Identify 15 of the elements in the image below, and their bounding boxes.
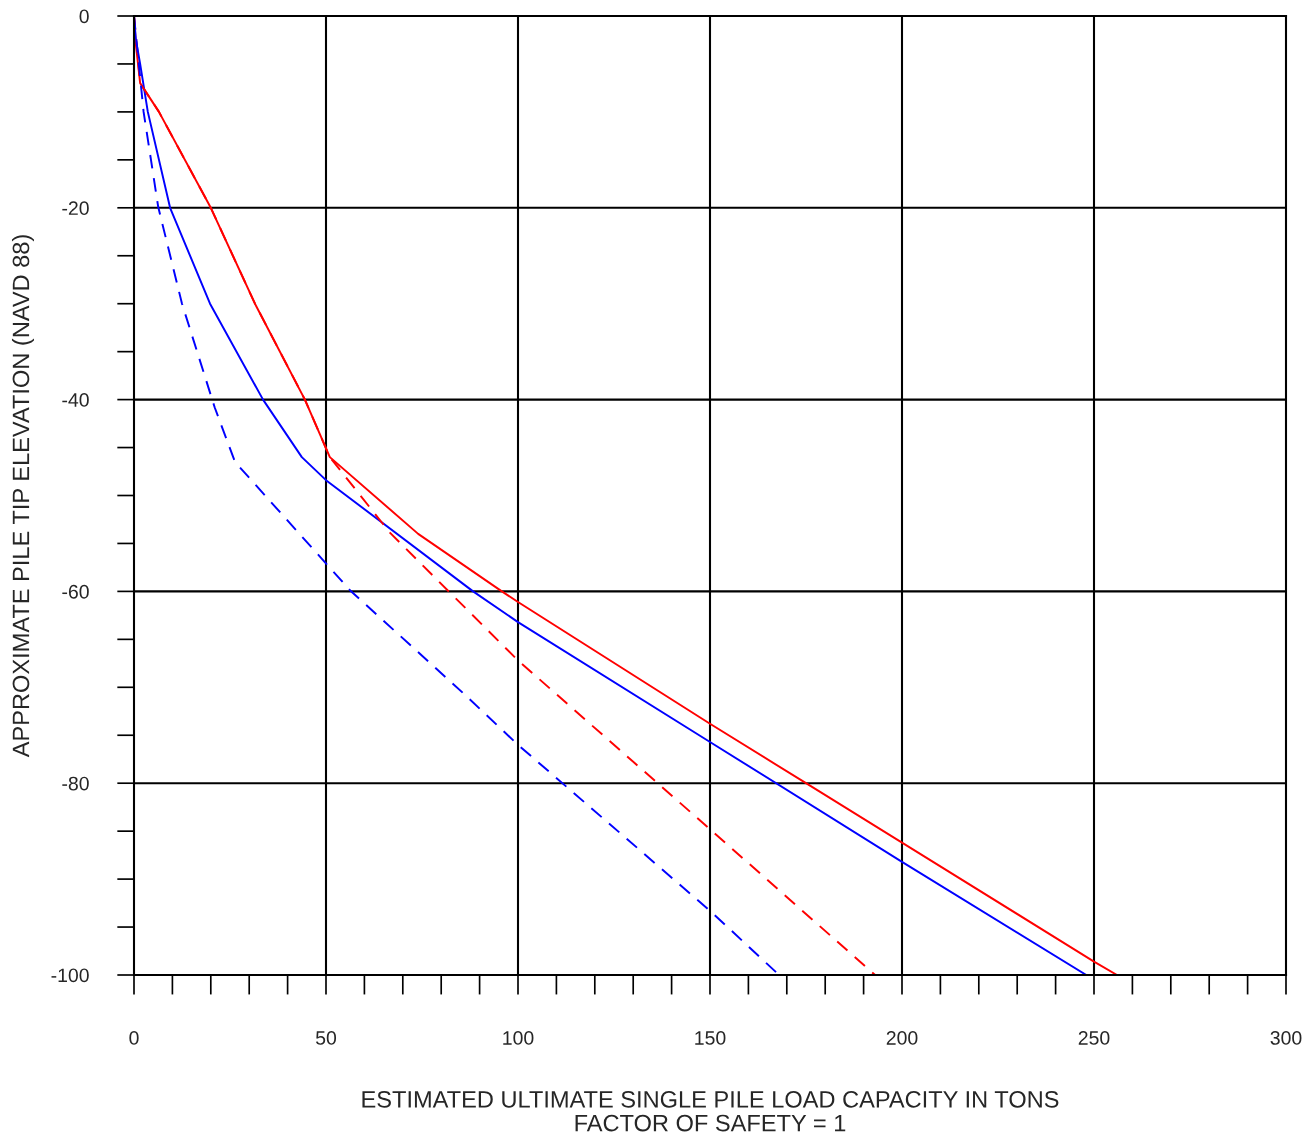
x-tick-label: 150 — [695, 1031, 726, 1045]
y-tick-label: -100 — [51, 968, 89, 983]
x-tick-label: 300 — [1270, 1031, 1302, 1045]
x-tick-label: 100 — [503, 1031, 534, 1045]
y-tick-label: -60 — [62, 584, 89, 599]
y-tick-label: -80 — [62, 776, 89, 791]
y-tick-label: 0 — [79, 9, 89, 24]
x-tick-label: 0 — [129, 1031, 139, 1045]
x-axis-title: ESTIMATED ULTIMATE SINGLE PILE LOAD CAPACITY IN TONS FACTOR OF SAFETY = 1 — [362, 1090, 1059, 1132]
y-axis-title: APPROXIMATE PILE TIP ELEVATION (NAVD 88) — [11, 235, 34, 758]
y-tick-label: -20 — [62, 201, 89, 216]
x-tick-label: 200 — [886, 1031, 918, 1045]
y-tick-label: -40 — [62, 393, 89, 407]
x-tick-label: 50 — [315, 1031, 337, 1045]
x-tick-label: 250 — [1078, 1031, 1110, 1045]
